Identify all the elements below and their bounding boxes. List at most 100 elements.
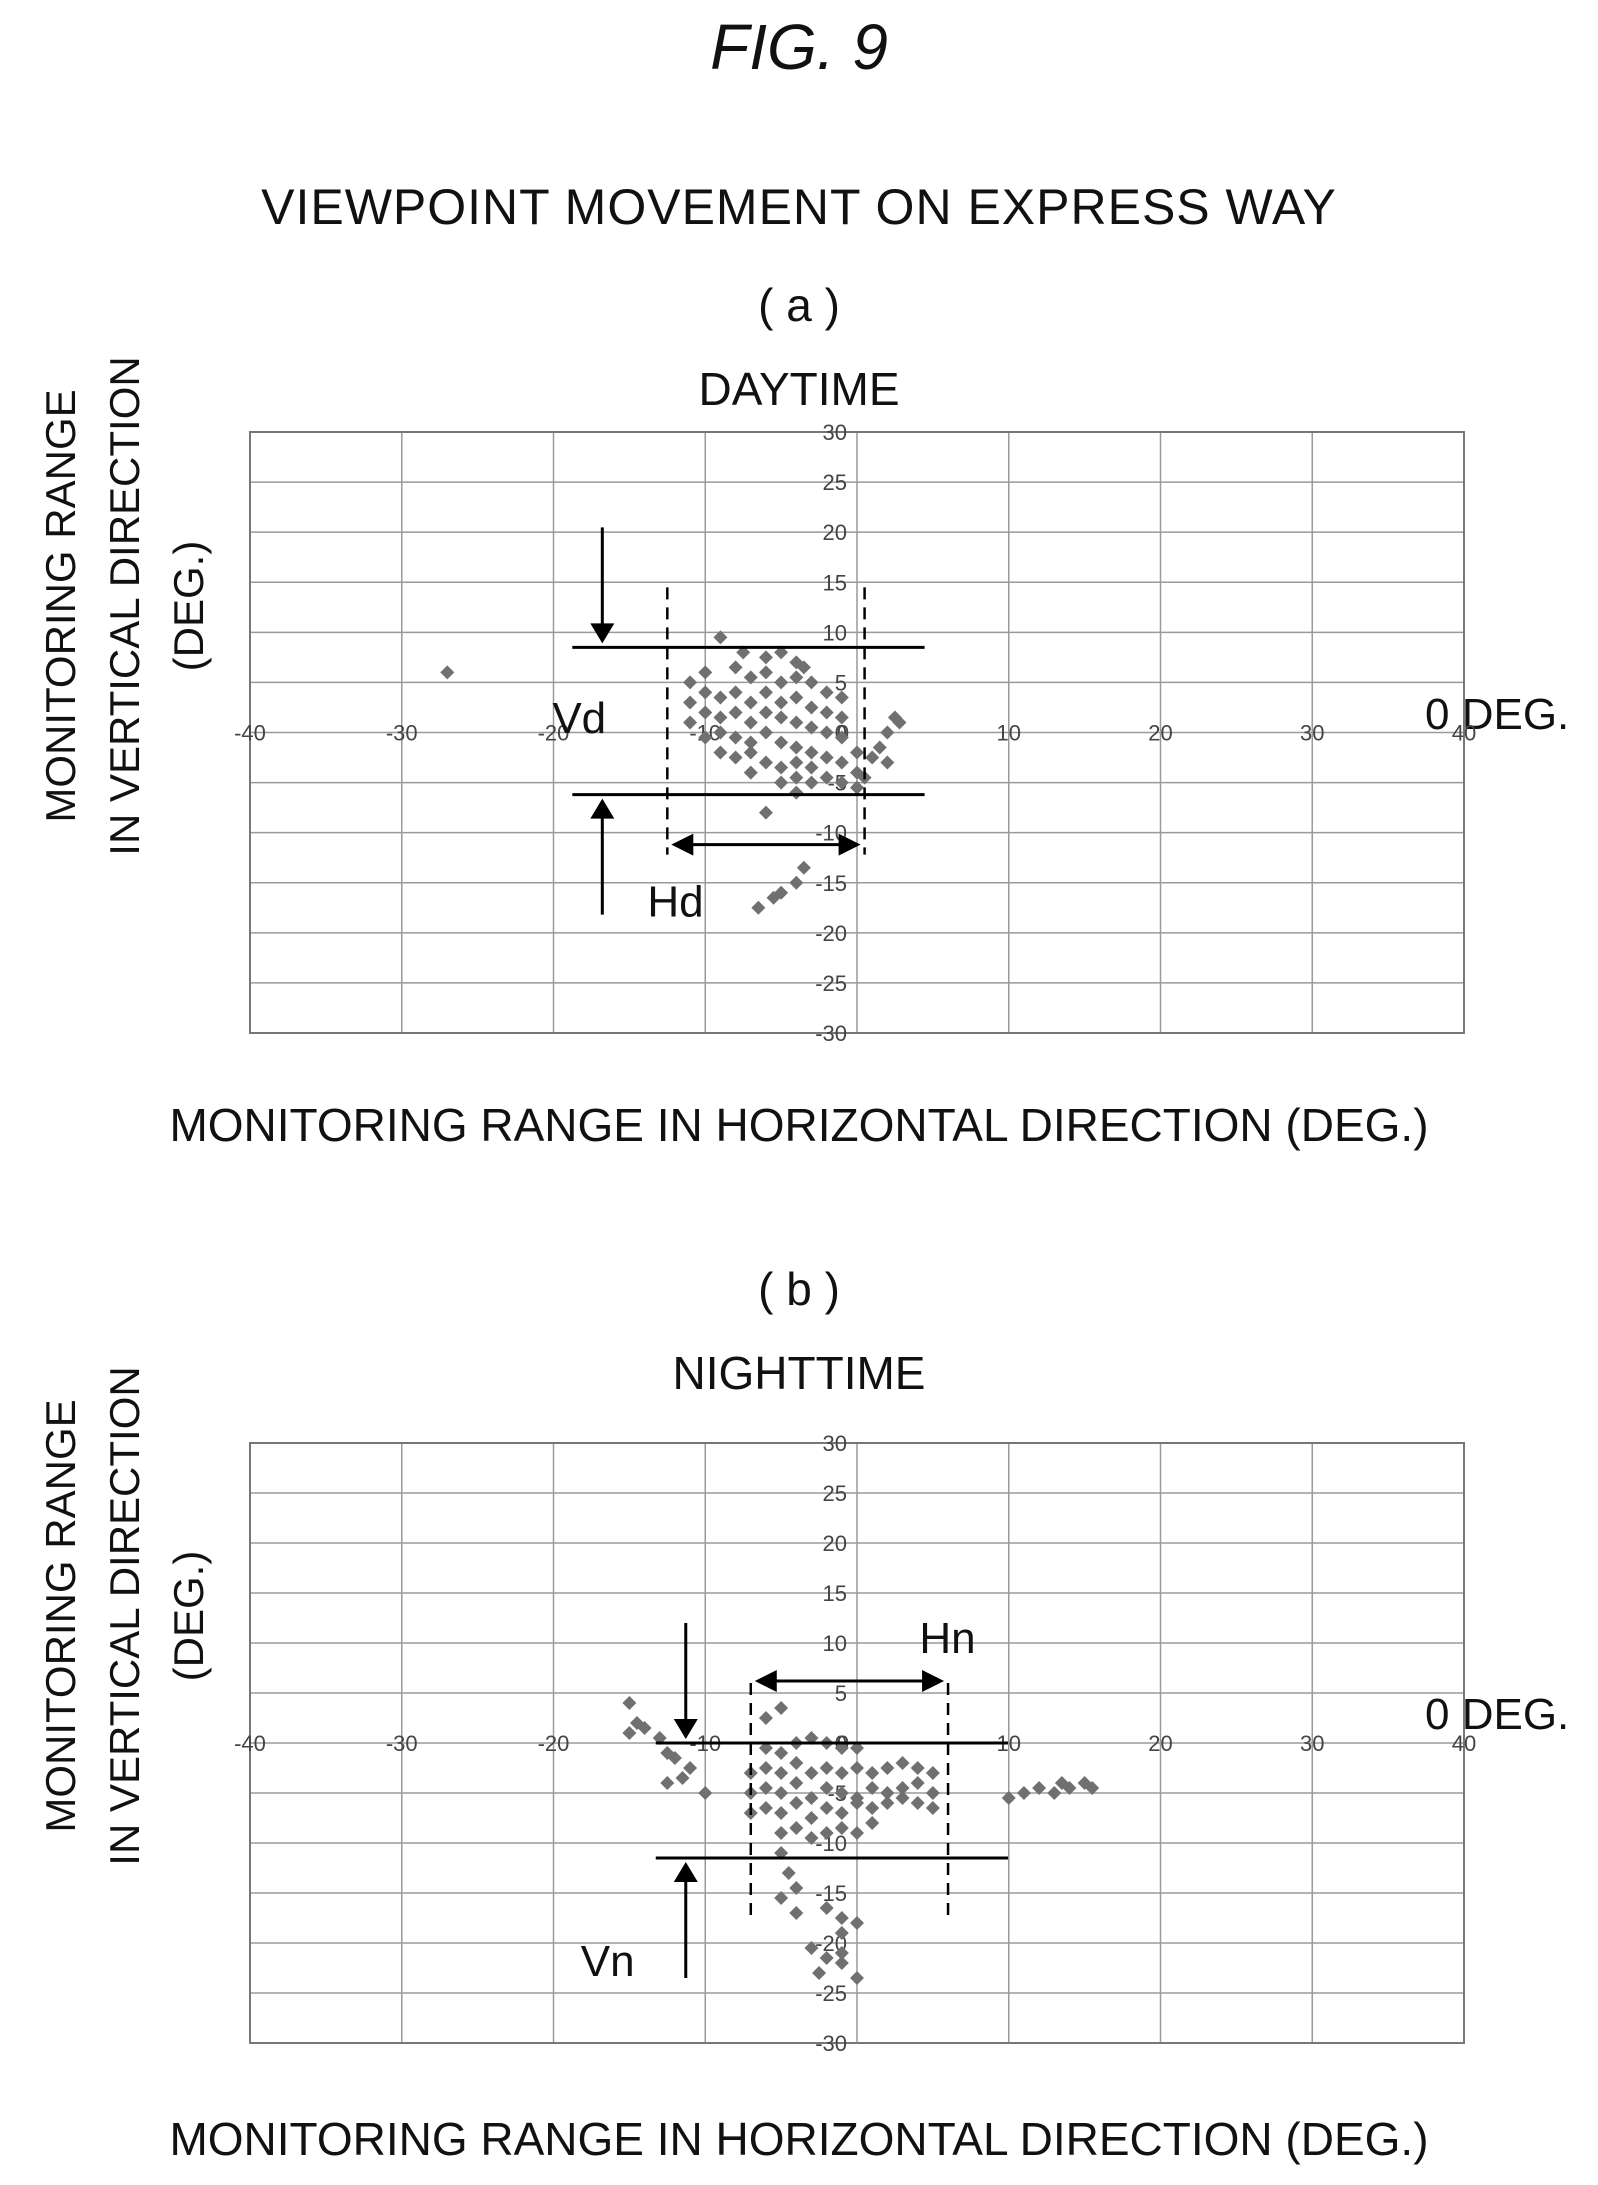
data-point	[850, 1916, 864, 1930]
y-tick-label: 10	[823, 1631, 847, 1656]
data-point	[850, 780, 864, 795]
data-point	[789, 690, 804, 705]
data-point	[819, 1781, 834, 1795]
y-tick-label: 5	[835, 1681, 847, 1706]
v-arrow-top-head	[673, 1719, 698, 1739]
data-point	[758, 665, 773, 680]
x-tick-label: 30	[1300, 1731, 1324, 1756]
data-point	[796, 660, 811, 675]
data-point	[774, 735, 789, 750]
y-tick-label: -15	[815, 1881, 847, 1906]
x-tick-label: 10	[997, 721, 1021, 746]
v-arrow-top-head	[590, 623, 615, 644]
data-point	[736, 645, 751, 660]
data-point	[743, 765, 758, 780]
data-point	[850, 745, 864, 760]
data-point	[1016, 1786, 1031, 1800]
data-point	[774, 695, 789, 710]
data-point	[880, 1761, 895, 1775]
data-point	[819, 750, 834, 765]
data-point	[819, 1826, 834, 1840]
data-point	[758, 705, 773, 720]
x-tick-label: -30	[386, 721, 418, 746]
data-point	[865, 750, 880, 765]
y-tick-label: 25	[823, 470, 847, 495]
data-point	[637, 1721, 652, 1735]
data-point	[804, 1791, 819, 1805]
data-point	[880, 1786, 895, 1800]
data-point	[804, 675, 819, 690]
data-point	[892, 715, 907, 730]
chart-title-daytime: DAYTIME	[698, 363, 900, 415]
data-point	[698, 685, 713, 700]
data-point	[758, 805, 773, 820]
vertical-range-label: Vn	[581, 1937, 635, 1986]
panel-label-b: ( b )	[758, 1263, 840, 1315]
data-point	[850, 1971, 864, 1985]
data-point	[743, 745, 758, 760]
data-point	[910, 1761, 925, 1775]
data-point	[713, 710, 728, 725]
data-point	[675, 1771, 690, 1785]
y-tick-label: -15	[815, 871, 847, 896]
data-point	[812, 1966, 827, 1980]
data-point	[834, 730, 849, 745]
data-point	[925, 1786, 940, 1800]
data-point	[834, 1956, 849, 1970]
data-point	[819, 1901, 834, 1915]
data-point	[872, 740, 887, 755]
main-title: VIEWPOINT MOVEMENT ON EXPRESS WAY	[261, 179, 1337, 235]
data-point	[774, 645, 789, 660]
data-point	[789, 1796, 804, 1810]
x-tick-label: 40	[1452, 721, 1476, 746]
data-point	[440, 665, 455, 680]
data-point	[804, 1766, 819, 1780]
data-point	[880, 725, 895, 740]
data-point	[774, 1826, 789, 1840]
data-point	[910, 1796, 925, 1810]
data-point	[796, 860, 811, 875]
x-tick-label: 20	[1148, 1731, 1172, 1756]
data-point	[743, 695, 758, 710]
data-point	[774, 1701, 789, 1715]
data-point	[789, 1756, 804, 1770]
data-point	[865, 1766, 880, 1780]
data-point	[622, 1726, 637, 1740]
data-point	[834, 1821, 849, 1835]
data-point	[834, 1911, 849, 1925]
data-point	[728, 730, 743, 745]
data-point	[834, 1806, 849, 1820]
y-tick-label: -25	[815, 1981, 847, 2006]
data-point	[698, 705, 713, 720]
data-point	[789, 875, 804, 890]
data-point	[834, 1786, 849, 1800]
data-point	[895, 1756, 910, 1770]
data-point	[834, 1766, 849, 1780]
y-tick-label: -20	[815, 921, 847, 946]
data-point	[804, 1831, 819, 1845]
data-point	[819, 685, 834, 700]
data-point	[758, 725, 773, 740]
data-point	[834, 1926, 849, 1940]
v-arrow-bottom-head	[673, 1862, 698, 1882]
data-point	[819, 770, 834, 785]
data-point	[774, 675, 789, 690]
data-point	[1001, 1791, 1016, 1805]
data-point	[743, 735, 758, 750]
data-point	[728, 685, 743, 700]
y-tick-label: -30	[815, 1021, 847, 1046]
x-tick-label: -40	[234, 721, 266, 746]
y-tick-label: -30	[815, 2031, 847, 2056]
data-point	[758, 1781, 773, 1795]
data-point	[758, 755, 773, 770]
x-tick-label: -20	[538, 721, 570, 746]
data-point	[713, 630, 728, 645]
plot-frame	[249, 1442, 1465, 2044]
h-arrow-head-left	[671, 833, 694, 856]
data-point	[804, 1941, 819, 1955]
data-point	[895, 1791, 910, 1805]
data-point	[698, 730, 713, 745]
data-point	[789, 715, 804, 730]
data-point	[819, 725, 834, 740]
data-point	[850, 1826, 864, 1840]
